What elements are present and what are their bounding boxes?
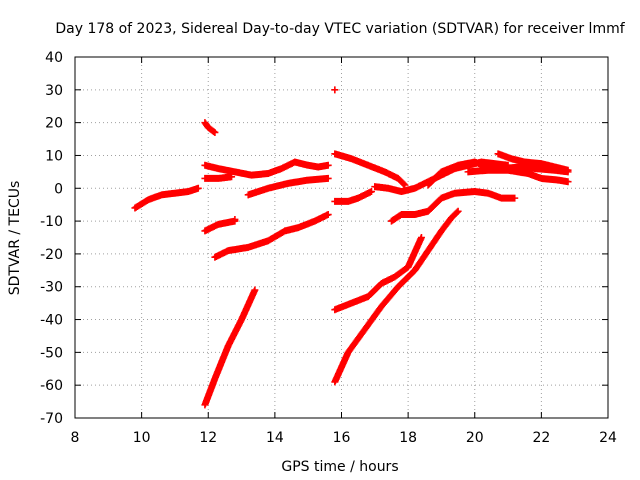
y-tick-label: 30: [45, 83, 63, 99]
data-point-marks: [131, 184, 202, 212]
data-point-marks: [494, 150, 572, 174]
series-arc-5: [201, 215, 239, 235]
y-tick-label: 0: [54, 181, 63, 197]
y-tick-label: -50: [40, 345, 63, 361]
series-arc-13: [331, 207, 462, 386]
data-point-marks: [331, 150, 409, 189]
x-tick-label: 18: [399, 430, 417, 446]
x-tick-label: 24: [599, 430, 617, 446]
data-point-marks: [201, 119, 219, 136]
series-arc-17: [464, 166, 572, 186]
x-tick-label: 16: [333, 430, 351, 446]
data-point-marks: [331, 207, 462, 386]
series-arc-1: [131, 184, 202, 212]
series-arc-6: [201, 286, 259, 409]
data-point-marks: [331, 234, 425, 314]
y-axis-label: SDTVAR / TECUs: [7, 181, 23, 296]
y-tick-label: -40: [40, 313, 63, 329]
y-tick-label: -70: [40, 411, 63, 427]
series-arc-18: [494, 150, 572, 174]
grid-lines: [75, 57, 608, 418]
x-tick-label: 22: [532, 430, 550, 446]
data-point-marks: [211, 211, 332, 261]
data-point-marks: [387, 188, 519, 225]
data-point-marks: [201, 286, 259, 409]
data-point-marks: [201, 158, 332, 179]
axis-ticks: 8 10 12 14 16 18 20 22 24 -70 -60 -50 -40 -30 -20 -10 0 1…: [40, 50, 617, 446]
series-arc-2: [201, 119, 219, 136]
series-arc-4: [201, 173, 236, 182]
y-tick-label: -10: [40, 214, 63, 230]
x-tick-label: 20: [466, 430, 484, 446]
y-tick-label: -20: [40, 247, 63, 263]
data-point-marks: [331, 86, 339, 94]
y-tick-label: -30: [40, 280, 63, 296]
data-point-marks: [331, 188, 375, 205]
series-arc-12: [331, 234, 425, 314]
x-tick-label: 14: [266, 430, 284, 446]
y-tick-label: -60: [40, 378, 63, 394]
chart-title: Day 178 of 2023, Sidereal Day-to-day VTE…: [55, 21, 625, 37]
y-tick-label: 10: [45, 148, 63, 164]
data-marks: [131, 86, 572, 409]
data-point-marks: [201, 173, 236, 182]
y-tick-label: 40: [45, 50, 63, 66]
series-arc-3: [201, 158, 332, 179]
x-tick-label: 12: [199, 430, 217, 446]
data-point-marks: [464, 166, 572, 186]
series-arc-10: [331, 150, 409, 189]
x-axis-label: GPS time / hours: [281, 459, 398, 475]
x-tick-label: 8: [71, 430, 80, 446]
data-point-marks: [201, 215, 239, 235]
series-arc-11: [331, 188, 375, 205]
series-arc-8: [244, 174, 332, 199]
series-arc-9: [331, 86, 339, 94]
series-arc-7: [211, 211, 332, 261]
y-tick-label: 20: [45, 116, 63, 132]
data-point-marks: [244, 174, 332, 199]
x-tick-label: 10: [133, 430, 151, 446]
series-arc-15: [387, 188, 519, 225]
